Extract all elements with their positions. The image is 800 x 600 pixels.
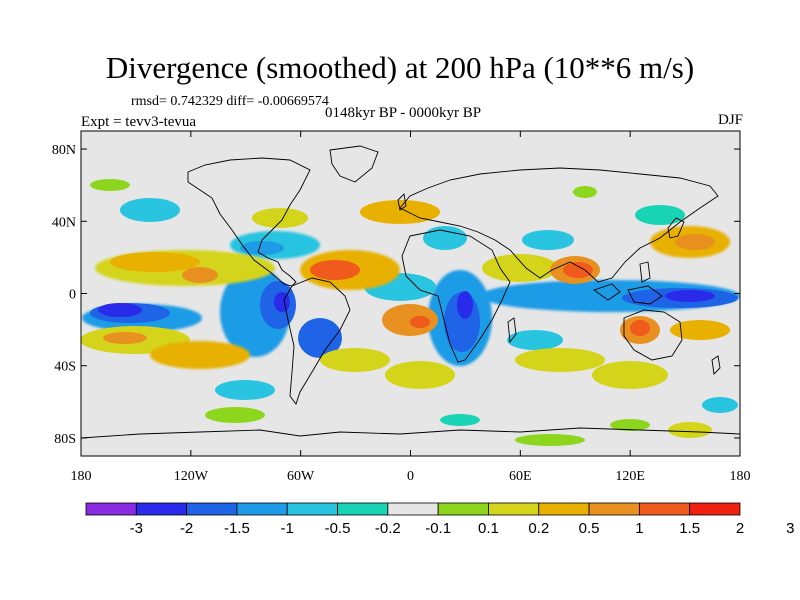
time-period-label: 0148kyr BP - 0000kyr BP [325,105,482,121]
lat-tick-label: 40N [52,215,76,230]
colorbar-swatch [488,502,540,516]
colorbar-label: -2 [180,520,193,537]
colorbar-swatch [538,502,590,516]
colorbar-label: 3 [786,520,794,537]
lat-tick-label: 80S [54,432,76,447]
lat-tick-label: 40S [54,360,76,375]
colorbar-label: -0.1 [425,520,451,537]
coastlines [81,145,740,439]
lon-tick-label: 60E [509,469,532,484]
colorbar-swatch [186,502,238,516]
colorbar-label: -1.5 [224,520,250,537]
colorbar-swatch [337,502,389,516]
lon-tick-label: 180 [71,469,92,484]
colorbar-label: -0.2 [375,520,401,537]
colorbar-label: 0.5 [579,520,600,537]
colorbar-label: 1 [635,520,643,537]
lon-tick-label: 60W [287,469,315,484]
lat-tick-label: 80N [52,143,76,158]
colorbar-label: 0.1 [478,520,499,537]
colorbar-label: -0.5 [325,520,351,537]
map-axes: 80N 40N 0 40S 80S 180 120W 60W 0 60E 120E 180 [52,131,751,484]
lat-tick-label: 0 [69,288,76,303]
colorbar-swatch [638,502,691,516]
colorbar-swatch [286,502,338,516]
lon-tick-label: 120E [615,469,645,484]
lon-tick-label: 120W [174,469,209,484]
experiment-label: Expt = tevv3-tevua [81,114,197,130]
colorbar-label: -1 [281,520,294,537]
lon-tick-label: 180 [730,469,751,484]
colorbar-label: 2 [736,520,744,537]
colorbar-swatch [85,502,137,516]
divergence-field [81,179,740,446]
colorbar-swatch [588,502,640,516]
colorbar-swatch [387,502,439,516]
colorbar-swatch [135,502,188,516]
colorbar-label: 0.2 [528,520,549,537]
colorbar-label: 1.5 [679,520,700,537]
rmsd-diff-stats: rmsd= 0.742329 diff= -0.00669574 [131,94,329,109]
colorbar-swatch [437,502,489,516]
colorbar-swatch [236,502,288,516]
colorbar: -3 -2 -1.5 -1 -0.5 -0.2 -0.1 0.1 0.2 0.5 1 1.5 2 3 [85,502,794,537]
lon-tick-label: 0 [407,469,414,484]
season-label: DJF [717,112,743,128]
colorbar-swatch [689,502,741,516]
colorbar-label: -3 [130,520,143,537]
plot-title: Divergence (smoothed) at 200 hPa (10**6 … [105,50,695,85]
